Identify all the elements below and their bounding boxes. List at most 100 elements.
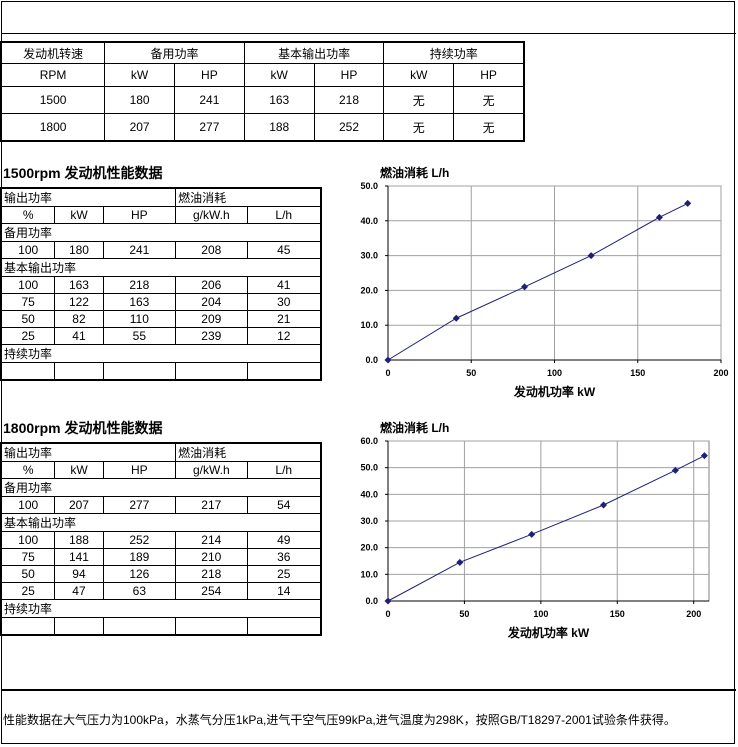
y-tick-label: 0.0 (365, 596, 378, 606)
cell-pct: 50 (0, 310, 56, 328)
section-prime: 基本输出功率 (1, 258, 321, 277)
y-tick-label: 0.0 (365, 355, 378, 365)
table-row (0, 617, 322, 636)
cell-prime-hp: 252 (313, 113, 385, 142)
x-axis-label: 发动机功率 kW (513, 384, 596, 399)
header-fuel-consumption: 燃油消耗 (175, 442, 322, 462)
x-tick-label: 150 (610, 609, 625, 619)
cell-gkwh: 254 (175, 582, 248, 600)
cell-prime-hp: 218 (313, 86, 385, 114)
section-continuous: 持续功率 (1, 599, 321, 618)
y-tick-label: 10.0 (360, 569, 378, 579)
col-hp: HP (102, 206, 177, 224)
table-row: 100 207 277 217 54 (0, 496, 322, 514)
cell-kw: 47 (54, 582, 104, 600)
cell-cont-kw: 无 (383, 86, 455, 114)
cell-gkwh: 217 (175, 496, 248, 514)
cell-kw: 82 (54, 310, 104, 328)
cell-hp: 55 (102, 327, 177, 345)
cell-gkwh: 218 (175, 565, 248, 583)
power-summary-table: 发动机转速 备用功率 基本输出功率 持续功率 RPM kW HP kW HP k… (0, 41, 525, 142)
section-standby: 备用功率 (1, 478, 321, 497)
y-tick-label: 60.0 (360, 436, 378, 446)
y-axis-label: 燃油消耗 L/h (380, 420, 449, 435)
cell-lh: 54 (246, 496, 322, 514)
cell-kw: 141 (54, 548, 104, 566)
data-point (452, 314, 460, 322)
cell-pct: 100 (0, 241, 56, 259)
table-row: 100 163 218 206 41 (0, 276, 322, 294)
cell-hp: 189 (102, 548, 177, 566)
col-kw: kW (54, 206, 104, 224)
y-tick-label: 10.0 (360, 320, 378, 330)
series-line (387, 202, 688, 361)
data-point (600, 501, 608, 509)
unit-hp: HP (313, 63, 385, 87)
x-tick-label: 100 (547, 368, 562, 378)
data-point (456, 558, 464, 566)
y-tick-label: 20.0 (360, 543, 378, 553)
unit-kw: kW (104, 63, 175, 87)
unit-kw: kW (383, 63, 455, 87)
cell-cont-kw: 无 (383, 113, 455, 142)
header-output-power: 输出功率 (0, 187, 177, 207)
data-point (700, 452, 708, 460)
cell-pct: 100 (0, 276, 56, 294)
cell-gkwh: 210 (175, 548, 248, 566)
x-tick-label: 50 (459, 609, 469, 619)
unit-kw: kW (243, 63, 315, 87)
bottom-divider (1, 689, 736, 691)
y-tick-label: 50.0 (360, 463, 378, 473)
unit-hp: HP (173, 63, 245, 87)
unit-rpm: RPM (0, 63, 106, 87)
cell-hp: 110 (102, 310, 177, 328)
header-prime: 基本输出功率 (243, 41, 385, 64)
cell-lh: 14 (246, 582, 322, 600)
cell-lh: 41 (246, 276, 322, 294)
header-continuous: 持续功率 (383, 41, 525, 64)
header-speed: 发动机转速 (0, 41, 106, 64)
cell-hp: 277 (102, 496, 177, 514)
top-divider (1, 33, 736, 34)
col-pct: % (0, 206, 56, 224)
data-point (384, 597, 392, 605)
y-tick-label: 20.0 (360, 285, 378, 295)
y-tick-label: 40.0 (360, 489, 378, 499)
cell-pct: 75 (0, 548, 56, 566)
table-row: 75 141 189 210 36 (0, 548, 322, 566)
footnote: 性能数据在大气压力为100kPa，水蒸气分压1kPa,进气干空气压99kPa,进… (3, 713, 676, 727)
data-point (671, 466, 679, 474)
header-output-power: 输出功率 (0, 442, 177, 462)
cell-pct: 100 (0, 531, 56, 549)
cell-kw: 180 (54, 241, 104, 259)
x-tick-label: 0 (385, 609, 390, 619)
cell-pct: 75 (0, 293, 56, 311)
cell-hp: 126 (102, 565, 177, 583)
section-title-1800: 1800rpm 发动机性能数据 (3, 420, 163, 436)
fuel-chart-1800: 燃油消耗 L/h 0.0 10.0 20.0 30.0 40.0 50.0 60.0 0 50 10… (360, 420, 710, 640)
cell-pct: 100 (0, 496, 56, 514)
cell-standby-kw: 180 (104, 86, 175, 114)
cell-standby-kw: 207 (104, 113, 175, 142)
cell-kw: 188 (54, 531, 104, 549)
data-point (684, 199, 692, 207)
table-row: 25 47 63 254 14 (0, 582, 322, 600)
cell-hp: 241 (102, 241, 177, 259)
table-row: 50 94 126 218 25 (0, 565, 322, 583)
table-row: 1500 180 241 163 218 无 无 (0, 86, 525, 114)
table-row (0, 362, 322, 381)
x-tick-label: 0 (385, 368, 390, 378)
y-tick-label: 50.0 (360, 181, 378, 191)
x-tick-label: 100 (533, 609, 548, 619)
cell-prime-kw: 188 (243, 113, 315, 142)
cell-lh: 45 (246, 241, 322, 259)
y-tick-label: 40.0 (360, 216, 378, 226)
cell-gkwh: 206 (175, 276, 248, 294)
series-line (387, 455, 705, 602)
table-row: 1800 207 277 188 252 无 无 (0, 113, 525, 142)
header-standby: 备用功率 (104, 41, 245, 64)
table-row: 75 122 163 204 30 (0, 293, 322, 311)
col-gkwh: g/kW.h (175, 206, 248, 224)
table-row: 50 82 110 209 21 (0, 310, 322, 328)
cell-gkwh: 209 (175, 310, 248, 328)
